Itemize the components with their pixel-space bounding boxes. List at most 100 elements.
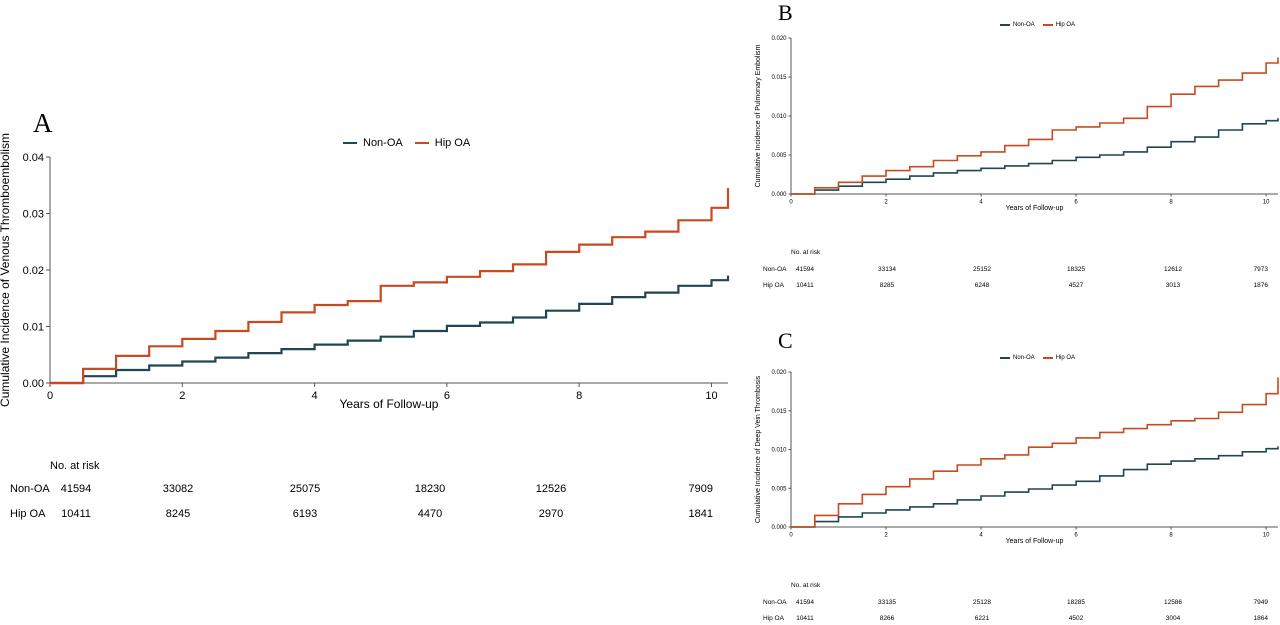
x-tick-label: 6 bbox=[444, 390, 450, 402]
legend-entry: Non-OA bbox=[1013, 355, 1035, 361]
risk-cell: 33134 bbox=[877, 265, 897, 273]
x-tick-label: 10 bbox=[705, 390, 717, 402]
risk-cell: 4502 bbox=[1068, 614, 1084, 622]
x-tick-label: 0 bbox=[789, 533, 793, 539]
risk-table-title: No. at risk bbox=[791, 248, 821, 256]
x-tick-label: 4 bbox=[979, 200, 983, 206]
legend-entry: Hip OA bbox=[1055, 22, 1076, 28]
risk-table-title: No. at risk bbox=[791, 581, 821, 589]
panel-letter: C bbox=[778, 328, 793, 353]
risk-cell: 7973 bbox=[1253, 265, 1268, 273]
legend-swatch bbox=[1042, 24, 1053, 26]
y-tick-label: 0.010 bbox=[771, 448, 787, 454]
panel-A: 0 2 4 6 8 10 0.00 0.01 0.02 0.03 0.04 Years of Foll… bbox=[0, 133, 730, 411]
risk-cell: 8266 bbox=[879, 614, 895, 622]
y-tick-label: 0.00 bbox=[23, 378, 44, 390]
legend: Non-OA Hip OA bbox=[1000, 355, 1075, 361]
y-tick-label: 0.04 bbox=[23, 152, 44, 164]
panel-letter: A bbox=[33, 108, 53, 138]
risk-cell: 12586 bbox=[1163, 598, 1183, 606]
y-tick-label: 0.020 bbox=[771, 36, 787, 42]
panel-C: 0 2 4 6 8 10 0.000 0.005 0.010 0.015 0.020 Years of… bbox=[755, 370, 1279, 545]
series-line-non-oa bbox=[50, 275, 730, 385]
series-line-hip-oa bbox=[50, 188, 730, 385]
risk-cell: 25152 bbox=[972, 265, 992, 273]
risk-cell: 6193 bbox=[292, 508, 318, 520]
risk-cell: 12526 bbox=[535, 483, 567, 495]
y-tick-label: 0.000 bbox=[771, 525, 787, 531]
y-axis-label: Cumulative Incidence of Pulmonary Emboli… bbox=[755, 44, 762, 187]
x-tick-label: 10 bbox=[1263, 200, 1270, 206]
x-tick-label: 10 bbox=[1263, 533, 1270, 539]
risk-cell: 6221 bbox=[974, 614, 990, 622]
risk-cell: 3004 bbox=[1165, 614, 1181, 622]
panel-B: 0 2 4 6 8 10 0.000 0.005 0.010 0.015 0.020 Years of… bbox=[755, 36, 1279, 212]
x-tick-label: 4 bbox=[312, 390, 318, 402]
legend-swatch bbox=[414, 142, 429, 144]
risk-row-label: Non-OA bbox=[763, 598, 787, 606]
y-tick-label: 0.005 bbox=[771, 153, 787, 159]
risk-row-label: Hip OA bbox=[763, 281, 784, 289]
risk-cell: 25075 bbox=[289, 483, 321, 495]
risk-cell: 1864 bbox=[1253, 614, 1268, 622]
risk-cell: 33082 bbox=[162, 483, 194, 495]
risk-cell: 6248 bbox=[974, 281, 990, 289]
y-tick-label: 0.015 bbox=[771, 409, 787, 415]
legend: Non-OA Hip OA bbox=[343, 137, 470, 149]
y-tick-label: 0.01 bbox=[23, 321, 44, 333]
x-axis-label: Years of Follow-up bbox=[1006, 205, 1064, 212]
legend-entry: Hip OA bbox=[434, 137, 471, 149]
legend-swatch bbox=[1000, 24, 1010, 26]
series-line-hip-oa bbox=[791, 57, 1279, 195]
x-tick-label: 6 bbox=[1074, 200, 1078, 206]
risk-cell: 12612 bbox=[1163, 265, 1183, 273]
risk-table-title: No. at risk bbox=[50, 460, 100, 472]
y-tick-label: 0.020 bbox=[771, 370, 787, 376]
risk-cell: 41594 bbox=[60, 483, 92, 495]
x-tick-label: 8 bbox=[1169, 533, 1173, 539]
panel-letter: B bbox=[778, 0, 793, 25]
risk-cell: 7949 bbox=[1253, 598, 1268, 606]
y-tick-label: 0.02 bbox=[23, 265, 44, 277]
risk-cell: 8285 bbox=[879, 281, 895, 289]
legend-swatch bbox=[1000, 357, 1010, 359]
risk-cell: 18230 bbox=[414, 483, 446, 495]
risk-cell: 10411 bbox=[61, 508, 91, 520]
risk-cell: 1841 bbox=[688, 508, 713, 520]
risk-cell: 41594 bbox=[795, 265, 815, 273]
risk-cell: 4470 bbox=[417, 508, 443, 520]
x-tick-label: 4 bbox=[979, 533, 983, 539]
x-tick-label: 2 bbox=[884, 533, 888, 539]
series-line-non-oa bbox=[791, 118, 1279, 195]
y-tick-label: 0.010 bbox=[771, 114, 787, 120]
risk-cell: 3013 bbox=[1165, 281, 1181, 289]
y-tick-label: 0.015 bbox=[771, 75, 787, 81]
y-tick-label: 0.005 bbox=[771, 486, 787, 492]
risk-cell: 33135 bbox=[877, 598, 897, 606]
x-axis-label: Years of Follow-up bbox=[1006, 538, 1064, 545]
x-tick-label: 2 bbox=[884, 200, 888, 206]
risk-cell: 7909 bbox=[688, 483, 713, 495]
risk-cell: 25128 bbox=[972, 598, 992, 606]
legend-entry: Hip OA bbox=[1055, 355, 1076, 361]
risk-cell: 10411 bbox=[796, 281, 814, 289]
risk-cell: 10411 bbox=[796, 614, 814, 622]
series-line-hip-oa bbox=[791, 377, 1279, 528]
legend: Non-OA Hip OA bbox=[1000, 22, 1075, 28]
risk-cell: 41594 bbox=[795, 598, 815, 606]
x-tick-label: 8 bbox=[1169, 200, 1173, 206]
risk-row-label: Hip OA bbox=[10, 508, 46, 520]
y-axis-label: Cumulative Incidence of Deep Vein Thromb… bbox=[755, 375, 762, 523]
y-tick-label: 0.03 bbox=[23, 208, 44, 220]
x-tick-label: 2 bbox=[179, 390, 185, 402]
x-tick-label: 0 bbox=[47, 390, 53, 402]
legend-swatch bbox=[1042, 357, 1053, 359]
risk-cell: 18285 bbox=[1066, 598, 1086, 606]
risk-row-label: Non-OA bbox=[763, 265, 787, 273]
risk-cell: 8245 bbox=[165, 508, 191, 520]
risk-cell: 4527 bbox=[1068, 281, 1084, 289]
x-tick-label: 8 bbox=[576, 390, 582, 402]
risk-cell: 2970 bbox=[538, 508, 564, 520]
legend-entry: Non-OA bbox=[363, 137, 403, 149]
y-axis-label: Cumulative Incidence of Venous Thromboem… bbox=[0, 133, 12, 407]
